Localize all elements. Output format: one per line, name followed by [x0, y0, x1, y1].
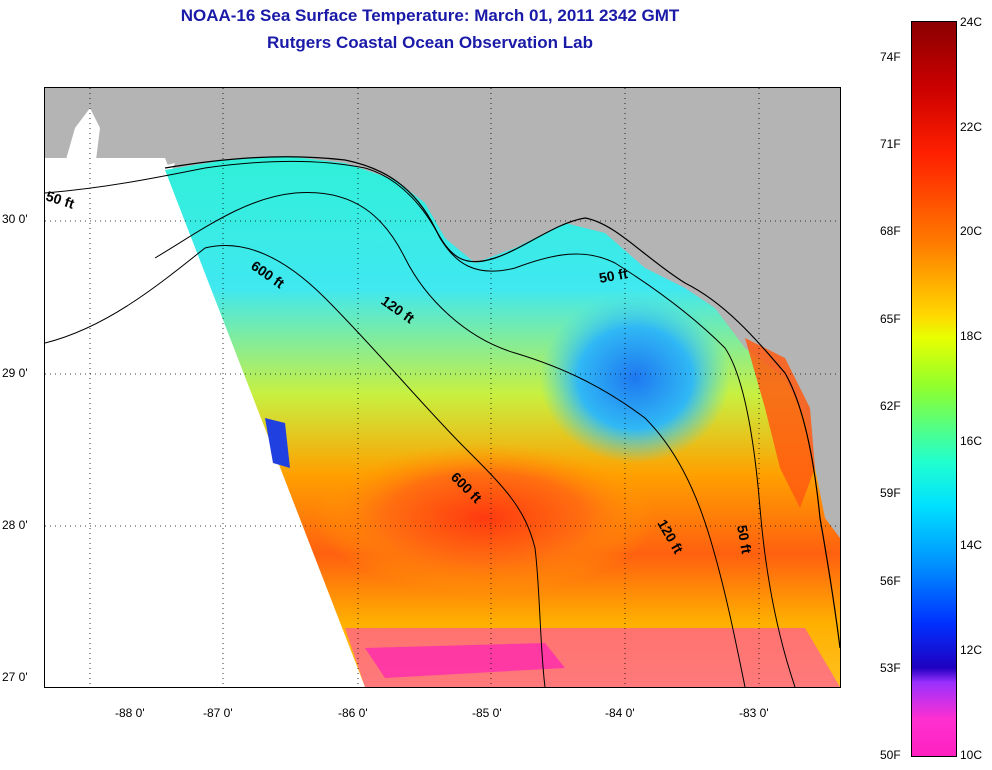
- warm-water-core: [315, 443, 655, 593]
- colorbar-f-label: 50F: [880, 748, 901, 762]
- contour-50ft: [45, 160, 796, 687]
- lon-label: -86 0': [338, 706, 368, 720]
- no-data-region: [45, 158, 365, 687]
- sst-map-graphic: 50 ft 600 ft 120 ft 50 ft 600 ft 120 ft …: [45, 88, 840, 687]
- lon-label: -85 0': [472, 706, 502, 720]
- sst-map: 50 ft 600 ft 120 ft 50 ft 600 ft 120 ft …: [44, 87, 841, 688]
- colorbar-f-label: 65F: [880, 312, 901, 326]
- colorbar-f-label: 56F: [880, 574, 901, 588]
- colorbar-f-label: 68F: [880, 224, 901, 238]
- contour-120ft: [154, 191, 746, 687]
- lat-label: 28 0': [2, 518, 28, 532]
- cold-edge-artifact: [265, 418, 290, 468]
- colorbar-f-label: 59F: [880, 486, 901, 500]
- lon-label: -88 0': [115, 706, 145, 720]
- map-subtitle: Rutgers Coastal Ocean Observation Lab: [267, 33, 593, 52]
- lon-label: -84 0': [605, 706, 635, 720]
- contour-label: 50 ft: [598, 265, 629, 286]
- colorbar-f-label: 74F: [880, 50, 901, 64]
- colorbar-c-label: 22C: [960, 120, 983, 134]
- colorbar-c-label: 20C: [960, 224, 983, 238]
- lon-label: -87 0': [203, 706, 233, 720]
- colorbar-f-label: 53F: [880, 661, 901, 675]
- coastline: [164, 156, 840, 649]
- ocean-sst: [165, 156, 840, 687]
- colorbar-c-label: 16C: [960, 434, 983, 448]
- lat-label: 29 0': [2, 366, 28, 380]
- white-land-west: [45, 108, 175, 198]
- colorbar-f-label: 62F: [880, 399, 901, 413]
- colorbar-c-label: 18C: [960, 329, 983, 343]
- colorbar-c-label: 12C: [960, 643, 983, 657]
- colorbar-f-label: 71F: [880, 137, 901, 151]
- colorbar-c-label: 10C: [960, 748, 983, 762]
- lat-label: 30 0': [2, 212, 28, 226]
- contour-600ft: [45, 244, 546, 687]
- lat-label: 27 0': [2, 670, 28, 684]
- temperature-colorbar: [911, 21, 957, 757]
- warm-coastal-strip: [745, 338, 815, 508]
- cold-water-pool: [540, 293, 730, 463]
- lon-label: -83 0': [739, 706, 769, 720]
- map-title: NOAA-16 Sea Surface Temperature: March 0…: [180, 6, 680, 25]
- colorbar-c-label: 24C: [960, 15, 983, 29]
- contour-label: 50 ft: [734, 524, 755, 555]
- colorbar-c-label: 14C: [960, 538, 983, 552]
